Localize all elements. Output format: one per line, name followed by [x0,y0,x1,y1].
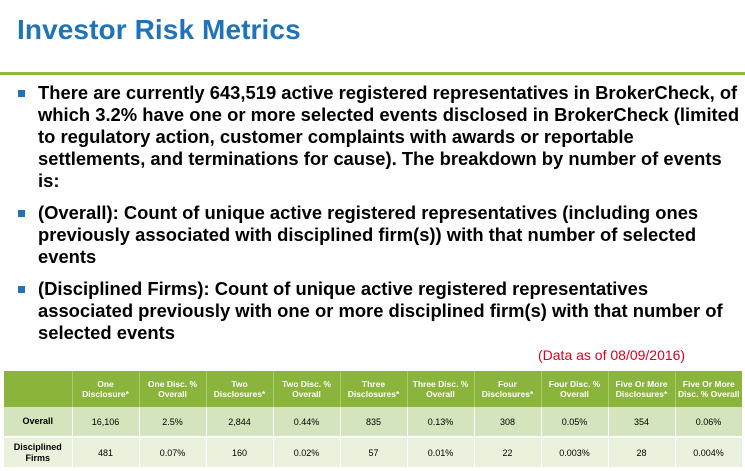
data-as-of-note: (Data as of 08/09/2016) [538,347,686,363]
table-cell: 28 [608,437,676,467]
row-label: Overall [4,407,73,438]
table-cell: 0.05% [541,407,609,438]
bullet-text: (Disciplined Firms): Count of unique act… [38,278,723,343]
table-cell: 2.5% [139,407,207,438]
column-header: Two Disc. % Overall [273,371,341,407]
table-cell: 2,844 [206,407,274,438]
bullet-item: There are currently 643,519 active regis… [16,82,741,192]
table-cell: 0.07% [139,437,207,467]
bullet-text: There are currently 643,519 active regis… [38,82,740,191]
column-header: One Disc. % Overall [139,371,207,407]
table-row-disciplined-firms: Disciplined Firms 481 0.07% 160 0.02% 57… [4,437,743,467]
table-cell: 57 [340,437,408,467]
table-cell: 308 [474,407,542,438]
bullet-square-icon [18,210,25,217]
column-header: Five Or More Disclosures* [608,371,676,407]
table-cell: 0.02% [273,437,341,467]
bullet-square-icon [18,90,25,97]
table-cell: 16,106 [72,407,140,438]
table-header-row: One Disclosure* One Disc. % Overall Two … [4,371,742,407]
column-header [4,371,73,407]
risk-metrics-table: One Disclosure* One Disc. % Overall Two … [4,371,743,467]
table-cell: 0.44% [273,407,341,438]
bullet-text: (Overall): Count of unique active regist… [38,202,699,267]
table-cell: 481 [72,437,140,467]
table-cell: 354 [608,407,676,438]
table-cell: 160 [206,437,274,467]
column-header: Four Disclosures* [474,371,542,407]
table-cell: 0.004% [675,437,743,467]
table-cell: 835 [340,407,408,438]
table-cell: 0.13% [407,407,475,438]
column-header: Three Disc. % Overall [407,371,475,407]
bullet-item: (Overall): Count of unique active regist… [16,202,741,268]
row-label: Disciplined Firms [4,437,73,467]
table-cell: 0.01% [407,437,475,467]
title-divider [0,72,745,75]
column-header: One Disclosure* [72,371,140,407]
table-row-overall: Overall 16,106 2.5% 2,844 0.44% 835 0.13… [4,407,743,438]
column-header: Five Or More Disc. % Overall [675,371,742,407]
page-title: Investor Risk Metrics [17,14,301,45]
column-header: Four Disc. % Overall [541,371,609,407]
bullet-list: There are currently 643,519 active regis… [16,82,741,344]
bullet-square-icon [18,286,25,293]
column-header: Two Disclosures* [206,371,274,407]
table-cell: 0.003% [541,437,609,467]
bullet-item: (Disciplined Firms): Count of unique act… [16,278,741,344]
table-cell: 0.06% [675,407,743,438]
table-cell: 22 [474,437,542,467]
column-header: Three Disclosures* [340,371,408,407]
